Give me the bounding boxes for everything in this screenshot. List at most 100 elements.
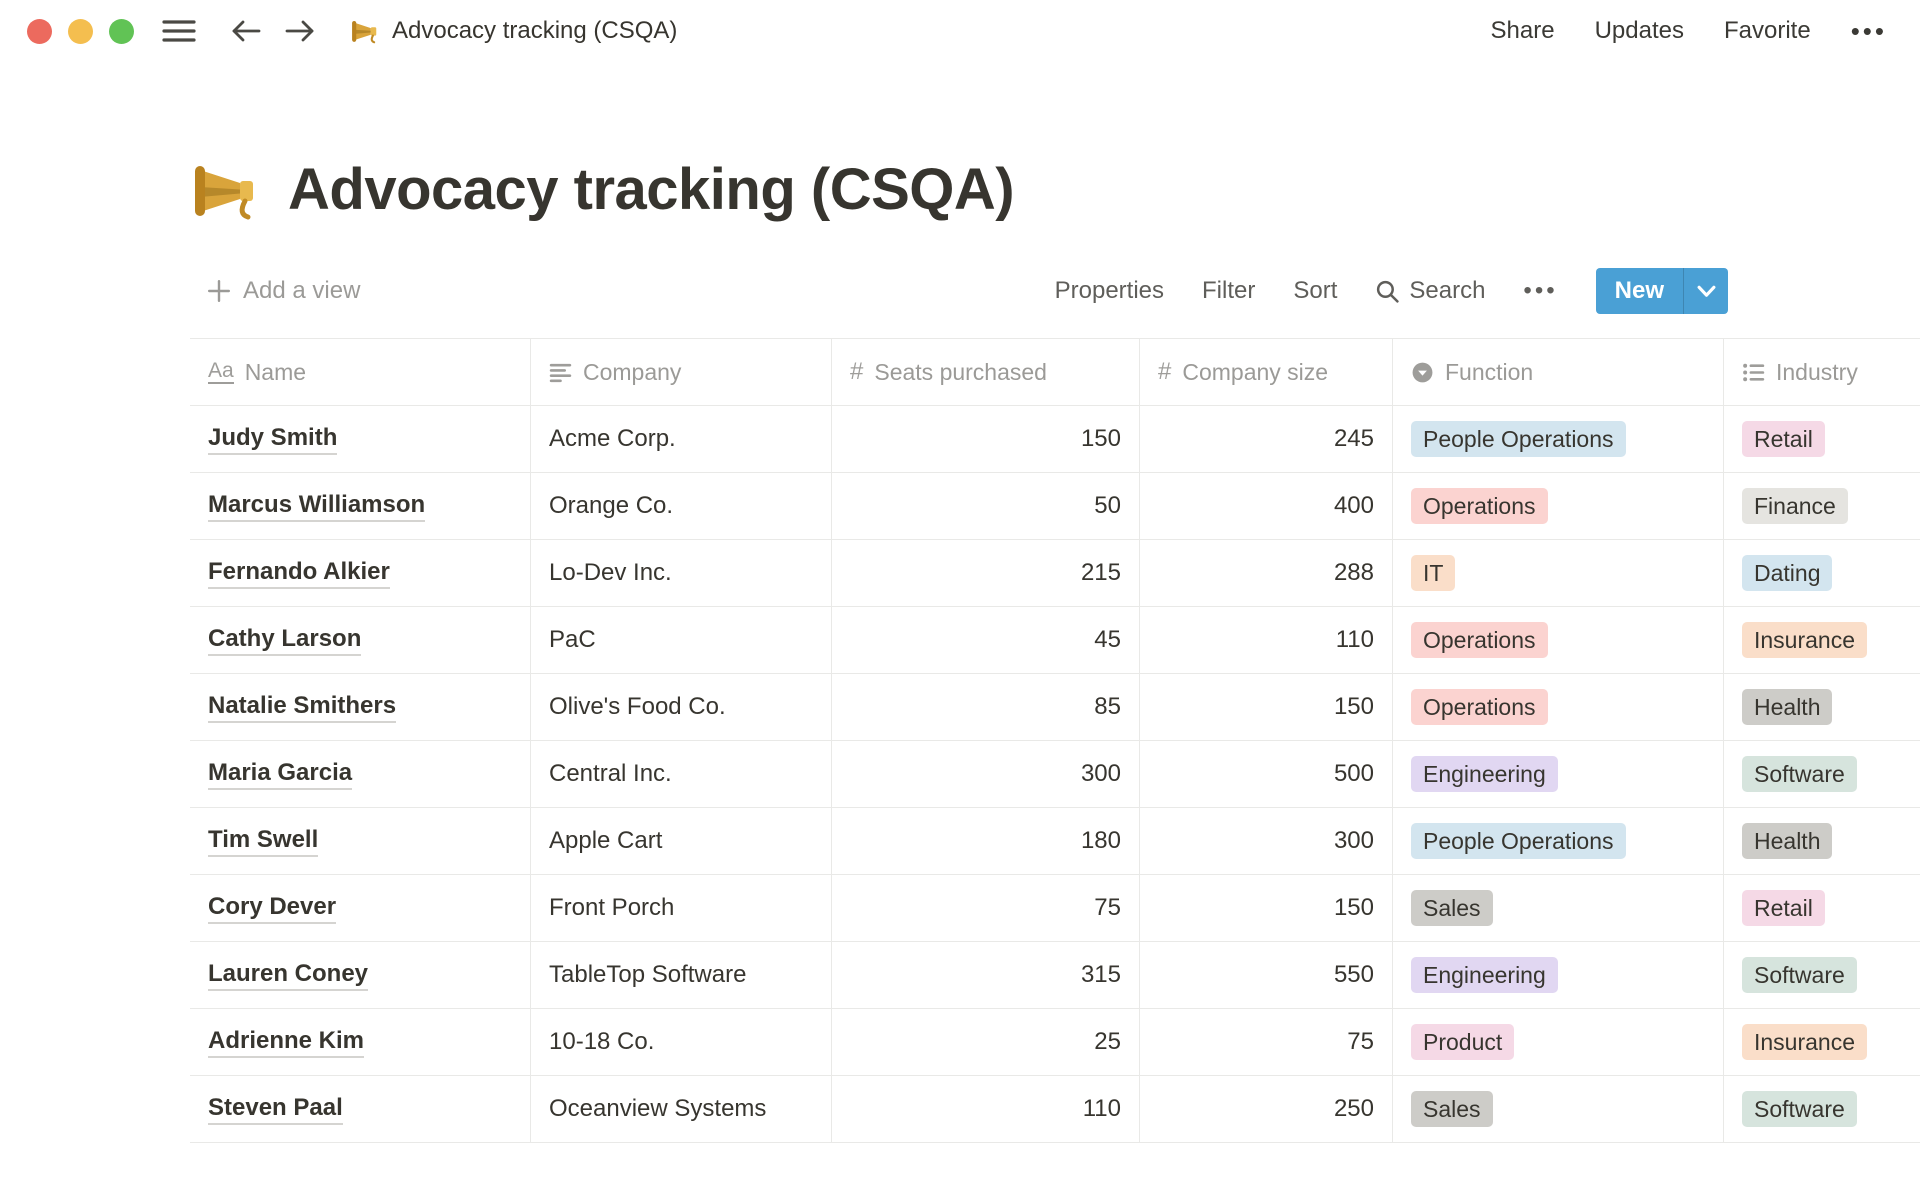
industry-cell[interactable]: Finance [1723,473,1920,539]
column-header-company[interactable]: Company [530,339,831,405]
company-size-cell[interactable]: 500 [1139,741,1392,807]
function-cell[interactable]: People Operations [1392,406,1723,472]
more-options-icon[interactable]: ••• [1850,15,1887,46]
view-more-options-icon[interactable]: ••• [1523,277,1558,304]
close-window-button[interactable] [27,18,52,44]
row-name-link[interactable]: Adrienne Kim [208,1027,365,1058]
zoom-window-button[interactable] [109,18,134,44]
column-header-seats-purchased[interactable]: # Seats purchased [831,339,1139,405]
row-name-link[interactable]: Fernando Alkier [208,558,390,589]
company-cell[interactable]: Oceanview Systems [530,1076,831,1142]
function-cell[interactable]: Sales [1392,1076,1723,1142]
sort-button[interactable]: Sort [1293,277,1338,304]
name-cell[interactable]: Cathy Larson [190,607,530,673]
minimize-window-button[interactable] [68,18,93,44]
name-cell[interactable]: Judy Smith [190,406,530,472]
row-name-link[interactable]: Cory Dever [208,893,337,924]
function-cell[interactable]: Engineering [1392,741,1723,807]
name-cell[interactable]: Maria Garcia [190,741,530,807]
column-header-industry[interactable]: Industry [1723,339,1920,405]
company-size-cell[interactable]: 245 [1139,406,1392,472]
company-size-cell[interactable]: 150 [1139,674,1392,740]
company-size-cell[interactable]: 150 [1139,875,1392,941]
seats-purchased-cell[interactable]: 75 [831,875,1139,941]
company-size-cell[interactable]: 75 [1139,1009,1392,1075]
name-cell[interactable]: Lauren Coney [190,942,530,1008]
industry-cell[interactable]: Health [1723,808,1920,874]
industry-cell[interactable]: Health [1723,674,1920,740]
company-cell[interactable]: Apple Cart [530,808,831,874]
industry-cell[interactable]: Insurance [1723,607,1920,673]
company-size-cell[interactable]: 110 [1139,607,1392,673]
page-title[interactable]: Advocacy tracking (CSQA) [288,157,1015,223]
industry-cell[interactable]: Retail [1723,406,1920,472]
column-header-function[interactable]: Function [1392,339,1723,405]
updates-button[interactable]: Updates [1594,17,1684,44]
industry-cell[interactable]: Insurance [1723,1009,1920,1075]
industry-cell[interactable]: Software [1723,1076,1920,1142]
company-cell[interactable]: Central Inc. [530,741,831,807]
company-cell[interactable]: Orange Co. [530,473,831,539]
industry-cell[interactable]: Software [1723,942,1920,1008]
row-name-link[interactable]: Cathy Larson [208,625,362,656]
row-name-link[interactable]: Natalie Smithers [208,692,397,723]
name-cell[interactable]: Adrienne Kim [190,1009,530,1075]
seats-purchased-cell[interactable]: 85 [831,674,1139,740]
company-cell[interactable]: Lo-Dev Inc. [530,540,831,606]
function-cell[interactable]: Product [1392,1009,1723,1075]
seats-purchased-cell[interactable]: 45 [831,607,1139,673]
function-cell[interactable]: Operations [1392,607,1723,673]
favorite-button[interactable]: Favorite [1723,17,1811,44]
function-cell[interactable]: Operations [1392,674,1723,740]
seats-purchased-cell[interactable]: 110 [831,1076,1139,1142]
company-cell[interactable]: TableTop Software [530,942,831,1008]
name-cell[interactable]: Fernando Alkier [190,540,530,606]
column-header-name[interactable]: Aa Name [190,339,530,405]
name-cell[interactable]: Natalie Smithers [190,674,530,740]
function-cell[interactable]: People Operations [1392,808,1723,874]
function-cell[interactable]: IT [1392,540,1723,606]
function-cell[interactable]: Operations [1392,473,1723,539]
row-name-link[interactable]: Tim Swell [208,826,319,857]
breadcrumb[interactable]: Advocacy tracking (CSQA) [350,16,677,46]
industry-cell[interactable]: Dating [1723,540,1920,606]
seats-purchased-cell[interactable]: 180 [831,808,1139,874]
new-dropdown-button[interactable] [1683,268,1728,314]
column-header-company-size[interactable]: # Company size [1139,339,1392,405]
seats-purchased-cell[interactable]: 300 [831,741,1139,807]
seats-purchased-cell[interactable]: 315 [831,942,1139,1008]
row-name-link[interactable]: Marcus Williamson [208,491,426,522]
row-name-link[interactable]: Judy Smith [208,424,338,455]
function-cell[interactable]: Engineering [1392,942,1723,1008]
company-cell[interactable]: Acme Corp. [530,406,831,472]
name-cell[interactable]: Marcus Williamson [190,473,530,539]
function-cell[interactable]: Sales [1392,875,1723,941]
properties-button[interactable]: Properties [1054,277,1165,304]
industry-cell[interactable]: Software [1723,741,1920,807]
filter-button[interactable]: Filter [1202,277,1256,304]
company-size-cell[interactable]: 400 [1139,473,1392,539]
page-megaphone-icon[interactable] [190,154,262,226]
company-cell[interactable]: Front Porch [530,875,831,941]
row-name-link[interactable]: Maria Garcia [208,759,353,790]
company-size-cell[interactable]: 250 [1139,1076,1392,1142]
back-arrow-icon[interactable] [230,17,262,45]
seats-purchased-cell[interactable]: 50 [831,473,1139,539]
row-name-link[interactable]: Lauren Coney [208,960,369,991]
share-button[interactable]: Share [1490,17,1555,44]
forward-arrow-icon[interactable] [284,17,316,45]
row-name-link[interactable]: Steven Paal [208,1094,343,1125]
search-button[interactable]: Search [1375,277,1485,305]
new-button[interactable]: New [1614,277,1664,304]
company-cell[interactable]: PaC [530,607,831,673]
seats-purchased-cell[interactable]: 215 [831,540,1139,606]
company-cell[interactable]: 10-18 Co. [530,1009,831,1075]
name-cell[interactable]: Steven Paal [190,1076,530,1142]
industry-cell[interactable]: Retail [1723,875,1920,941]
name-cell[interactable]: Tim Swell [190,808,530,874]
sidebar-menu-icon[interactable] [162,18,196,44]
seats-purchased-cell[interactable]: 150 [831,406,1139,472]
company-cell[interactable]: Olive's Food Co. [530,674,831,740]
company-size-cell[interactable]: 288 [1139,540,1392,606]
company-size-cell[interactable]: 550 [1139,942,1392,1008]
